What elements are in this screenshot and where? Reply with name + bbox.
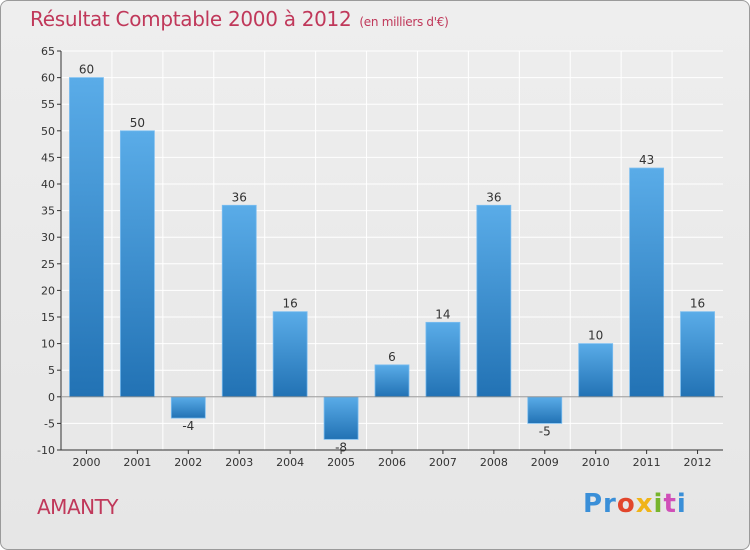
bar (69, 77, 104, 398)
y-tick-label: 5 (48, 364, 55, 377)
y-tick-label: 15 (41, 311, 55, 324)
chart-title: Résultat Comptable 2000 à 2012 (en millie… (30, 7, 449, 31)
axes: -10 -5 0 5 10 15 20 25 30 35 40 45 50 55 60 65 2000 2001 2… (37, 45, 723, 469)
x-tick-label: 2008 (480, 456, 508, 469)
data-label: 16 (690, 297, 705, 311)
bar (425, 321, 461, 398)
y-tick-label: 0 (48, 391, 55, 404)
bar (680, 311, 715, 398)
data-label: 14 (435, 307, 450, 321)
x-tick-label: 2006 (378, 456, 406, 469)
bar (527, 396, 563, 424)
y-tick-label: 25 (41, 258, 55, 271)
data-labels: 60 50 -4 36 16 -8 6 14 36 -5 10 43 16 (79, 63, 705, 455)
y-tick-label: 35 (41, 205, 55, 218)
data-label: 36 (232, 190, 247, 204)
logo-part: i (676, 489, 687, 519)
bar (323, 396, 359, 440)
data-label: 36 (486, 190, 501, 204)
data-label: 60 (79, 63, 94, 77)
data-label: 50 (130, 116, 145, 130)
data-label: -8 (335, 440, 347, 454)
y-tick-label: 45 (41, 151, 55, 164)
y-tick-label: 50 (41, 125, 55, 138)
y-tick-label: 55 (41, 98, 55, 111)
y-tick-label: 10 (41, 338, 55, 351)
bar (272, 311, 308, 398)
bar (629, 167, 665, 398)
data-label: 10 (588, 329, 603, 343)
town-name: AMANTY (37, 495, 119, 519)
data-label: 43 (639, 153, 654, 167)
proxiti-logo: Proxiti (583, 489, 687, 519)
bar (221, 204, 257, 398)
x-tick-label: 2004 (276, 456, 304, 469)
x-tick-label: 2000 (72, 456, 100, 469)
bar (476, 204, 512, 398)
x-tick-label: 2007 (429, 456, 457, 469)
x-tick-label: 2010 (582, 456, 610, 469)
bar (119, 130, 155, 398)
y-tick-label: 20 (41, 284, 55, 297)
y-tick-label: -5 (44, 417, 55, 430)
logo-part: o (616, 489, 636, 519)
x-tick-label: 2001 (123, 456, 151, 469)
chart-subtitle: (en milliers d'€) (359, 15, 449, 29)
data-label: 16 (283, 297, 298, 311)
bar (374, 364, 410, 398)
logo-part: i (653, 489, 664, 519)
bars (69, 77, 715, 440)
y-tick-label: 40 (41, 178, 55, 191)
x-tick-label: 2003 (225, 456, 253, 469)
data-label: -5 (539, 424, 551, 438)
x-tick-label: 2009 (531, 456, 559, 469)
x-tick-label: 2002 (174, 456, 202, 469)
logo-part: Pr (583, 489, 617, 519)
x-tick-label: 2005 (327, 456, 355, 469)
logo-part: t (663, 489, 677, 519)
y-tick-label: 60 (41, 72, 55, 85)
data-label: -4 (182, 419, 194, 433)
bar (578, 343, 614, 398)
y-tick-label: 65 (41, 45, 55, 58)
data-label: 6 (388, 350, 396, 364)
x-tick-label: 2011 (633, 456, 661, 469)
logo-part: x (635, 489, 654, 519)
y-tick-label: 30 (41, 231, 55, 244)
y-tick-label: -10 (37, 444, 55, 457)
bar (170, 396, 206, 419)
title-text: Résultat Comptable 2000 à 2012 (30, 7, 352, 31)
x-tick-label: 2012 (684, 456, 712, 469)
